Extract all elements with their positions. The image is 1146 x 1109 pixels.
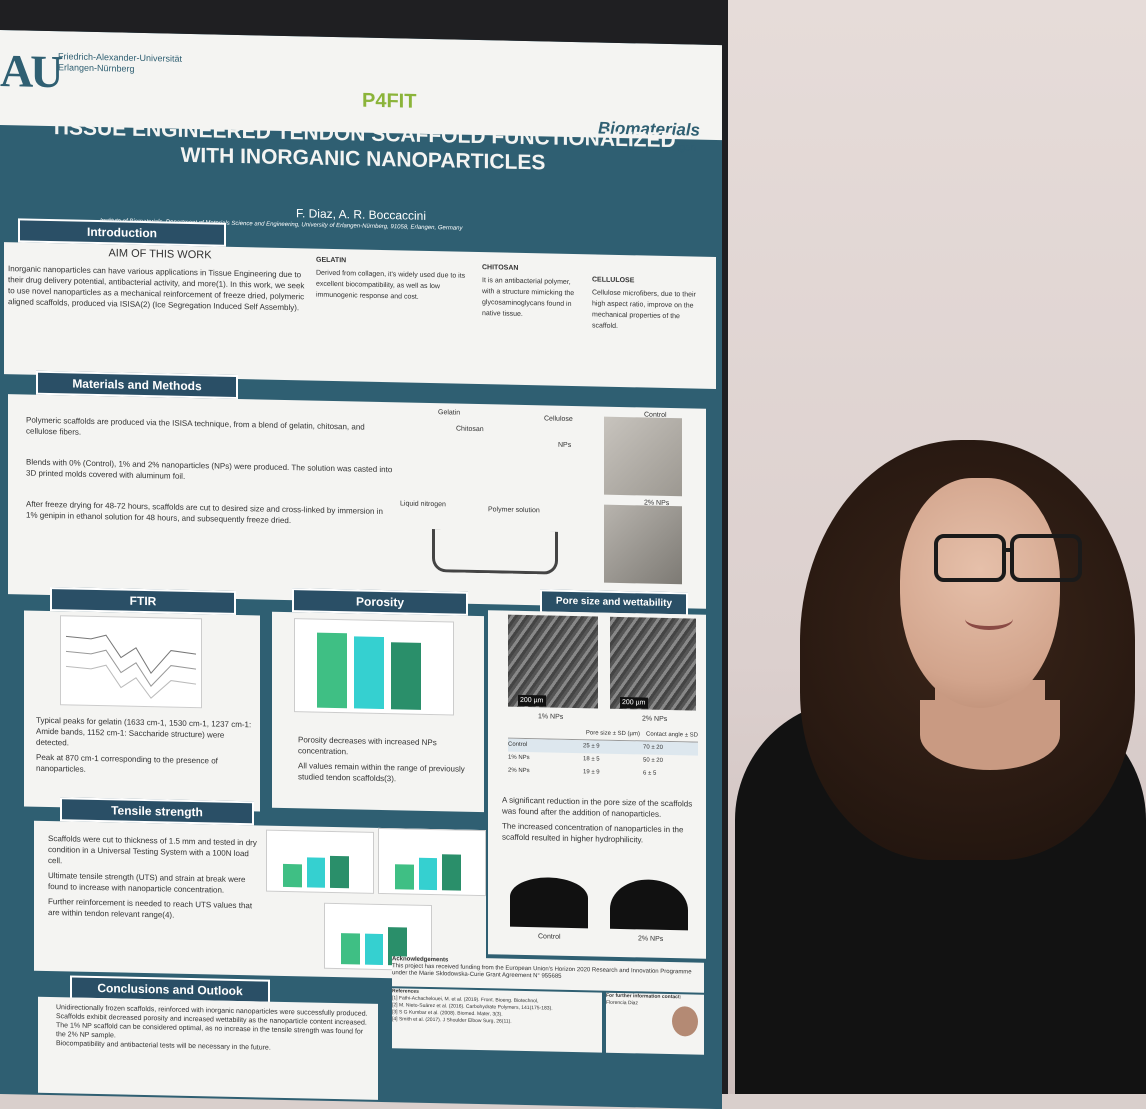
angle-col-header: Contact angle ± SD [646, 731, 698, 739]
tensile-bullet-3: Further reinforcement is needed to reach… [48, 897, 253, 920]
table-row: 2% NPs 19 ± 9 6 ± 5 [508, 765, 698, 782]
bar-control [341, 933, 360, 965]
chitosan-col: CHITOSAN It is an antibacterial polymer,… [482, 264, 575, 318]
bar-1-nps [354, 636, 384, 710]
sem-caption-1: 1% NPs [538, 713, 564, 721]
acknowledgements: Acknowledgements This project has receiv… [392, 956, 704, 993]
table-cell: 19 ± 9 [583, 769, 600, 776]
porosity-chart [294, 618, 454, 716]
label-chitosan: Chitosan [456, 425, 484, 434]
references: References [1] Fathi-Achachelouei, M. et… [392, 988, 602, 1053]
ftir-bullet-2: Peak at 870 cm-1 corresponding to the pr… [36, 752, 218, 774]
table-cell: Control [508, 741, 528, 749]
sem-caption-2: 2% NPs [642, 715, 668, 723]
droplet-caption-control: Control [538, 933, 561, 941]
label-cellulose: Cellulose [544, 415, 573, 423]
porosity-tag: Porosity [292, 588, 468, 616]
ftir-bullet-1: Typical peaks for gelatin (1633 cm-1, 15… [36, 715, 252, 748]
pore-panel: 200 µm 200 µm 1% NPs 2% NPs Pore size ± … [488, 610, 706, 959]
methods-panel: Polymeric scaffolds are produced via the… [8, 394, 706, 609]
aim-title: AIM OF THIS WORK [108, 247, 212, 262]
porosity-bullet-2: All values remain within the range of pr… [298, 761, 465, 784]
contact: For further information contact: Florenc… [606, 992, 704, 1055]
porosity-bullet-1: Porosity decreases with increased NPs co… [298, 735, 437, 757]
label-polymer-solution: Polymer solution [488, 506, 540, 515]
label-liquid-nitrogen: Liquid nitrogen [400, 500, 446, 509]
table-cell: 50 ± 20 [643, 757, 663, 764]
bar-control [283, 863, 302, 888]
table-cell: 70 ± 20 [643, 744, 663, 751]
tensile-bullet-2: Ultimate tensile strength (UTS) and stra… [48, 871, 246, 895]
fit-logo: P4FIT [362, 89, 417, 113]
table-cell: 2% NPs [508, 767, 530, 775]
tensile-chart-2 [378, 827, 486, 897]
person-neckline [920, 700, 1060, 770]
label-gelatin: Gelatin [438, 409, 461, 417]
2nps-sample-photo [604, 504, 682, 585]
bar-2-nps [330, 855, 349, 889]
bar-2-nps [442, 853, 461, 891]
bar-2-nps [391, 641, 422, 710]
cellulose-col: CELLULOSE Cellulose microfibers, due to … [592, 276, 696, 330]
table-cell: 1% NPs [508, 754, 530, 762]
research-poster: AU Friedrich-Alexander-Universität Erlan… [0, 30, 722, 1109]
methods-bullet-1: Polymeric scaffolds are produced via the… [26, 415, 365, 437]
glasses-bridge [1002, 548, 1014, 552]
droplet-2nps [610, 878, 688, 931]
tensile-bullet-1: Scaffolds were cut to thickness of 1.5 m… [48, 834, 257, 866]
glasses-left-lens [934, 534, 1006, 582]
bar-control [395, 864, 414, 890]
control-sample-photo [604, 416, 682, 497]
bar-1-nps [418, 857, 438, 891]
pore-bullet-2: The increased concentration of nanoparti… [502, 821, 684, 845]
freeze-tank [432, 529, 558, 575]
aim-text: Inorganic nanoparticles can have various… [8, 264, 305, 313]
person-smile [965, 608, 1013, 630]
methods-bullet-3: After freeze drying for 48-72 hours, sca… [26, 499, 383, 526]
contact-photo [672, 1006, 698, 1037]
ftir-panel: Typical peaks for gelatin (1633 cm-1, 15… [24, 610, 260, 812]
pore-table: Pore size ± SD (µm) Contact angle ± SD C… [508, 726, 698, 782]
introduction-panel: AIM OF THIS WORK Inorganic nanoparticles… [4, 242, 716, 389]
porosity-panel: Porosity decreases with increased NPs co… [272, 611, 484, 813]
droplet-control [510, 876, 588, 929]
porosity-bars [313, 626, 425, 710]
tensile-bars-1 [281, 835, 351, 889]
table-cell: 6 ± 5 [643, 770, 657, 777]
person-face [900, 478, 1060, 708]
pore-col-header: Pore size ± SD (µm) [585, 730, 640, 738]
ftir-spectrum-lines [65, 634, 197, 699]
university-name: Friedrich-Alexander-Universität Erlangen… [58, 51, 183, 74]
university-logo: AU [0, 45, 61, 98]
tensile-bars-2 [393, 833, 463, 891]
conclusions-panel: Unidirectionally frozen scaffolds, reinf… [38, 996, 378, 1100]
label-nps: NPs [558, 441, 572, 449]
aim-box: AIM OF THIS WORK Inorganic nanoparticles… [4, 242, 316, 316]
table-cell: 18 ± 5 [583, 756, 600, 763]
bar-control [316, 632, 347, 709]
droplet-caption-2nps: 2% NPs [638, 935, 664, 943]
ftir-spectrum-chart [60, 615, 202, 709]
bar-1-nps [306, 857, 326, 888]
pore-bullet-1: A significant reduction in the pore size… [502, 795, 693, 819]
glasses-right-lens [1010, 534, 1082, 582]
bar-1-nps [364, 933, 384, 966]
pore-rows: Control 25 ± 9 70 ± 20 1% NPs 18 ± 5 50 ± 20 2… [508, 738, 698, 782]
methods-bullet-2: Blends with 0% (Control), 1% and 2% nano… [26, 457, 393, 481]
gelatin-col: GELATIN Derived from collagen, it's wide… [316, 256, 466, 301]
sem-scale-2: 200 µm [620, 696, 648, 709]
table-cell: 25 ± 9 [583, 743, 600, 750]
sem-scale-1: 200 µm [518, 694, 546, 707]
tensile-chart-1 [266, 829, 374, 894]
